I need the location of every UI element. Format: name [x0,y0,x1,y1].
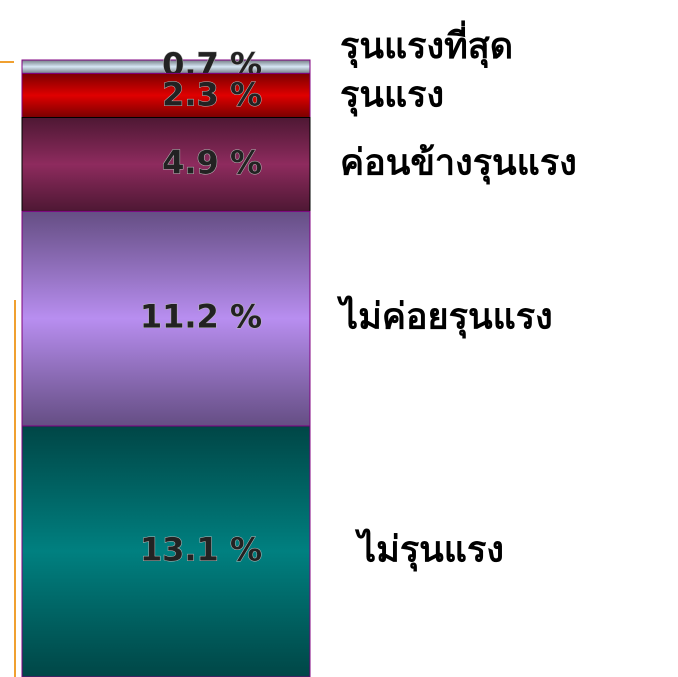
category-label: ไม่ค่อยรุนแรง [336,295,553,340]
bar-segment [21,210,311,427]
bar-segment [21,425,311,677]
value-label: 4.9 % [162,143,262,181]
category-label: ไม่รุนแรง [354,527,504,572]
value-label: 13.1 % [140,530,262,568]
value-label: 11.2 % [140,298,262,336]
category-label: ค่อนข้างรุนแรง [340,142,577,185]
bar-segment [21,72,311,118]
bar-segment [21,116,311,212]
value-label: 2.3 % [162,76,262,114]
category-label: รุนแรง [340,75,444,118]
category-label: รุนแรงที่สุด [340,20,513,69]
